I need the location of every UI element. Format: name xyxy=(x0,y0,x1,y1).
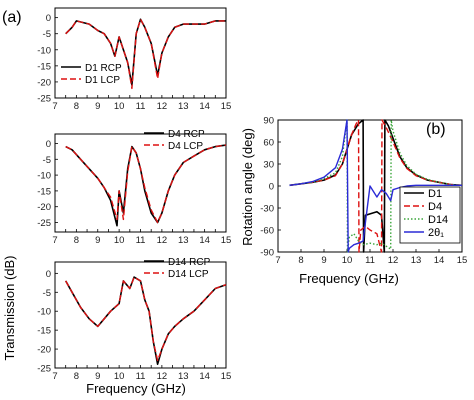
x-tick-label: 13 xyxy=(178,235,189,246)
y-tick-label: -10 xyxy=(37,307,51,318)
panel-b-y-axis-label: Rotation angle (deg) xyxy=(240,128,255,246)
chart-a3: 7 8 9 10 11 12 13 14 15 0 -5 -10 -15 -20 -25 D14 RCPD14… xyxy=(37,257,231,382)
x-tick-label: 13 xyxy=(178,101,189,112)
legend-label: D14 LCP xyxy=(168,269,209,280)
x-tick-label: 10 xyxy=(114,101,125,112)
series-line-d1-lcp xyxy=(65,18,226,90)
x-tick-label: 12 xyxy=(157,101,168,112)
y-tick-label: -60 xyxy=(260,226,274,237)
x-tick-label: 15 xyxy=(221,371,232,382)
x-tick-label: 9 xyxy=(95,101,100,112)
series-line-d14-lcp xyxy=(65,276,227,362)
y-tick-label: -15 xyxy=(37,326,51,337)
x-tick-label: 14 xyxy=(199,371,210,382)
x-tick-label: 10 xyxy=(342,255,353,266)
x-tick-label: 14 xyxy=(199,235,210,246)
x-tick-label: 9 xyxy=(95,371,100,382)
x-tick-label: 13 xyxy=(411,255,422,266)
y-tick-label: -25 xyxy=(37,218,51,229)
x-tick-label: 9 xyxy=(95,235,100,246)
x-tick-label: 11 xyxy=(136,101,146,112)
y-tick-label: 90 xyxy=(263,116,274,127)
x-tick-label: 7 xyxy=(52,101,57,112)
series-line-d14-rcp xyxy=(65,276,227,366)
y-tick-label: -10 xyxy=(37,45,51,56)
y-tick-label: -30 xyxy=(260,204,274,215)
x-tick-label: 7 xyxy=(52,371,57,382)
legend-label: D4 xyxy=(428,201,442,213)
legend-label: D14 RCP xyxy=(168,257,211,268)
y-tick-label: -5 xyxy=(43,29,51,40)
x-tick-label: 7 xyxy=(275,255,280,266)
legend-label: D1 LCP xyxy=(85,75,120,86)
x-tick-label: 8 xyxy=(74,101,79,112)
y-tick-label: 0 xyxy=(269,182,274,193)
y-tick-label: -25 xyxy=(37,94,51,105)
y-tick-label: 60 xyxy=(263,138,274,149)
y-tick-label: 0 xyxy=(46,13,51,24)
legend-box xyxy=(399,186,461,244)
y-tick-label: -5 xyxy=(43,288,51,299)
y-tick-label: -20 xyxy=(37,77,51,88)
series-line-d14 xyxy=(289,119,463,253)
y-tick-label: -90 xyxy=(260,248,274,259)
y-tick-label: -15 xyxy=(37,61,51,72)
y-tick-label: 30 xyxy=(263,160,274,171)
series-line-d4-lcp xyxy=(65,144,227,224)
x-tick-label: 15 xyxy=(457,255,468,266)
legend-label: D14 xyxy=(428,214,448,226)
legend-label: D4 LCP xyxy=(168,141,203,152)
x-tick-label: 11 xyxy=(365,255,375,266)
x-tick-label: 14 xyxy=(434,255,445,266)
panel-b-label: (b) xyxy=(426,121,446,138)
panel-b-x-axis-label: Frequency (GHz) xyxy=(299,271,399,286)
x-tick-label: 15 xyxy=(221,101,232,112)
x-tick-label: 12 xyxy=(388,255,399,266)
x-tick-label: 8 xyxy=(74,371,79,382)
x-tick-label: 8 xyxy=(298,255,303,266)
y-tick-label: -5 xyxy=(43,155,51,166)
y-tick-label: -20 xyxy=(37,202,51,213)
x-tick-label: 9 xyxy=(321,255,326,266)
x-tick-label: 10 xyxy=(114,371,125,382)
x-tick-label: 11 xyxy=(136,235,146,246)
x-tick-label: 10 xyxy=(114,235,125,246)
x-tick-label: 8 xyxy=(74,235,79,246)
y-tick-label: -25 xyxy=(37,364,51,375)
x-tick-label: 12 xyxy=(157,371,168,382)
panel-a-y-axis-label: Transmission (dB) xyxy=(2,256,17,361)
x-tick-label: 11 xyxy=(136,371,146,382)
y-tick-label: 0 xyxy=(46,139,51,150)
x-tick-label: 14 xyxy=(199,101,210,112)
legend-label: 2θ₁ xyxy=(428,227,444,239)
y-tick-label: -20 xyxy=(37,345,51,356)
panel-a-x-axis-label: Frequency (GHz) xyxy=(86,381,186,396)
x-tick-label: 15 xyxy=(221,235,232,246)
series-line-d4-rcp xyxy=(65,144,227,227)
x-tick-label: 12 xyxy=(157,235,168,246)
legend-label: D1 RCP xyxy=(85,63,122,74)
legend-label: D1 xyxy=(428,188,442,200)
panel-a-label: (a) xyxy=(2,9,22,26)
series-line-2 xyxy=(289,119,462,253)
x-tick-label: 7 xyxy=(52,235,57,246)
y-tick-label: -15 xyxy=(37,186,51,197)
chart-b: 7 8 9 10 11 12 13 14 15 90 60 30 0 -30 -60 -90 D1D4D142θ… xyxy=(260,116,467,267)
series-line-d4 xyxy=(289,119,463,253)
y-tick-label: 0 xyxy=(46,269,51,280)
y-tick-label: -10 xyxy=(37,171,51,182)
x-tick-label: 13 xyxy=(178,371,189,382)
legend-label: D4 RCP xyxy=(168,129,205,140)
